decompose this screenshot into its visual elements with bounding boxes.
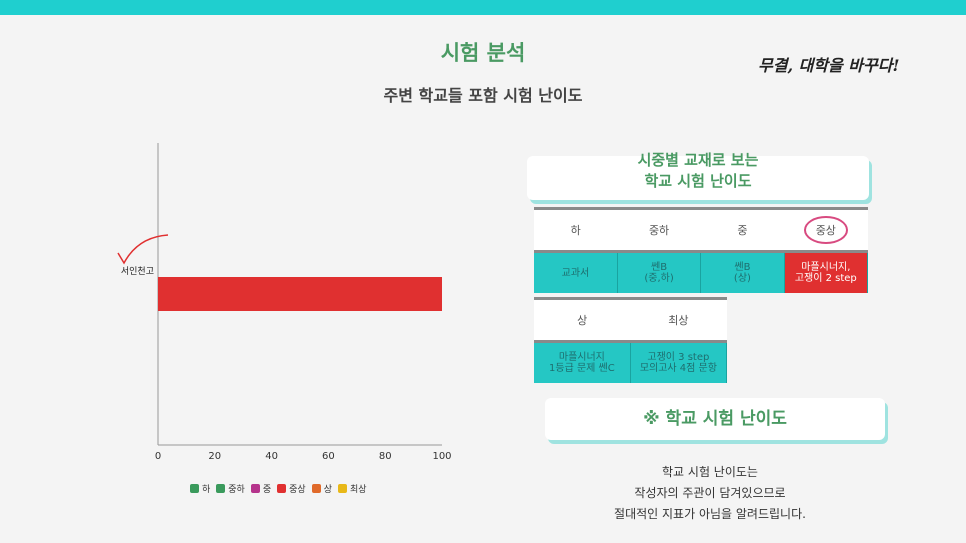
x-tick-label: 100 xyxy=(432,451,451,462)
legend-label: 최상 xyxy=(349,485,367,495)
textbook-difficulty-card: 시중별 교재로 보는 학교 시험 난이도 xyxy=(527,151,869,200)
textbook-card-line2: 학교 시험 난이도 xyxy=(644,172,752,190)
x-tick-label: 0 xyxy=(155,451,161,462)
bar-서인천고 xyxy=(158,277,442,311)
page-subtitle: 주변 학교들 포함 시험 난이도 xyxy=(383,86,583,105)
disclaimer-note: 학교 시험 난이도는 작성자의 주관이 담겨있으므로 절대적인 지표가 아님을 … xyxy=(560,462,860,525)
slogan-logo: 무결, 대학을 바꾸다! xyxy=(758,56,900,75)
legend-item: 중상 xyxy=(277,482,306,495)
legend-swatch xyxy=(216,484,226,493)
school-difficulty-card: ※ 학교 시험 난이도 xyxy=(545,398,885,440)
category-label: 서인천고 xyxy=(121,266,154,277)
legend-item: 중 xyxy=(250,482,272,495)
legend-item: 중하 xyxy=(216,482,245,495)
legend-label: 중상 xyxy=(289,485,306,495)
table1-cell-highlighted: 마플시너지, 고쟁이 2 step xyxy=(784,251,869,293)
x-tick-label: 40 xyxy=(265,451,278,462)
x-tick-label: 80 xyxy=(379,451,392,462)
difficulty-table-1: 하 중하 중 중상 교과서 쎈B (중,하) 쎈B (상) 마플시너지, 고쟁이… xyxy=(534,207,869,293)
legend-label: 중 xyxy=(262,485,272,495)
checkmark-annotation xyxy=(117,234,169,265)
legend-item: 하 xyxy=(190,482,210,495)
legend-swatch xyxy=(337,484,347,493)
x-tick-label: 20 xyxy=(208,451,221,462)
table2-header-cell: 상 xyxy=(534,297,631,343)
legend-swatch xyxy=(250,484,260,493)
legend-label: 중하 xyxy=(228,485,245,495)
legend-label: 하 xyxy=(202,485,211,495)
legend-label: 상 xyxy=(323,485,332,495)
table2-cell: 마플시너지 1등급 문제 쎈C xyxy=(534,341,631,383)
table1-cell: 쎈B (중,하) xyxy=(617,251,702,293)
circled-label: 중상 xyxy=(803,216,848,244)
legend-swatch xyxy=(190,484,199,493)
table1-header-cell: 중 xyxy=(700,207,785,253)
table2-header-cell: 최상 xyxy=(630,297,727,343)
table1-header-cell: 하 xyxy=(534,207,618,253)
table1-body-row: 교과서 쎈B (중,하) 쎈B (상) 마플시너지, 고쟁이 2 step xyxy=(534,251,869,293)
table1-cell: 쎈B (상) xyxy=(700,251,785,293)
difficulty-table-2: 상 최상 마플시너지 1등급 문제 쎈C 고쟁이 3 step 모의고사 4점 … xyxy=(534,297,728,383)
table2-header-row: 상 최상 xyxy=(534,297,727,343)
table1-cell: 교과서 xyxy=(534,251,618,293)
x-tick-label: 60 xyxy=(322,451,335,462)
chart-legend: 하 중하 중 중상 상 최상 xyxy=(190,482,367,495)
legend-swatch xyxy=(311,484,321,493)
legend-item: 상 xyxy=(311,482,332,495)
table1-header-row: 하 중하 중 중상 xyxy=(534,207,868,253)
note-line3: 절대적인 지표가 아님을 알려드립니다. xyxy=(614,507,806,521)
note-line1: 학교 시험 난이도는 xyxy=(662,465,758,479)
legend-swatch xyxy=(277,484,287,493)
table2-cell: 고쟁이 3 step 모의고사 4점 문항 xyxy=(630,341,728,383)
note-line2: 작성자의 주관이 담겨있으므로 xyxy=(634,486,786,500)
table1-header-cell: 중하 xyxy=(617,207,701,253)
table1-header-cell-circled: 중상 xyxy=(784,207,868,253)
page-title: 시험 분석 xyxy=(440,41,526,65)
textbook-card-line1: 시중별 교재로 보는 xyxy=(637,151,759,169)
difficulty-bar-chart: 0 20 40 60 80 100 서인천고 xyxy=(117,143,452,462)
legend-item: 최상 xyxy=(337,482,367,495)
top-accent-bar xyxy=(0,0,966,15)
table2-body-row: 마플시너지 1등급 문제 쎈C 고쟁이 3 step 모의고사 4점 문항 xyxy=(534,341,728,383)
